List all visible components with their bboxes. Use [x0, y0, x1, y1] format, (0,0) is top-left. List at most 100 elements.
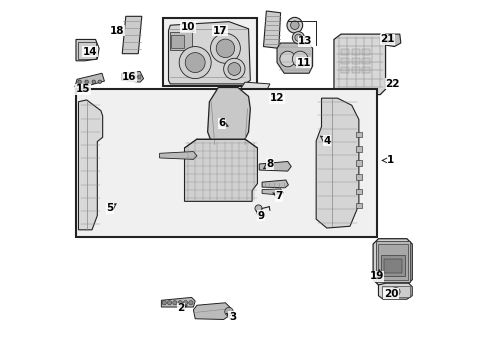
Bar: [363, 67, 370, 73]
Text: 12: 12: [270, 93, 284, 103]
Bar: [376, 241, 410, 282]
Circle shape: [85, 80, 88, 84]
Text: 9: 9: [257, 211, 265, 221]
Circle shape: [255, 205, 262, 212]
Bar: [352, 58, 360, 64]
Circle shape: [92, 80, 96, 84]
Bar: [356, 132, 363, 137]
Text: 17: 17: [213, 26, 227, 36]
Bar: [356, 160, 363, 166]
Circle shape: [291, 21, 299, 30]
Polygon shape: [122, 16, 142, 54]
Bar: [363, 58, 370, 64]
Text: 7: 7: [275, 191, 283, 201]
Circle shape: [223, 58, 245, 80]
Polygon shape: [334, 34, 386, 95]
Circle shape: [183, 301, 188, 305]
Circle shape: [287, 17, 303, 33]
Bar: [356, 203, 363, 208]
Polygon shape: [122, 72, 144, 82]
Circle shape: [280, 51, 295, 67]
Bar: [125, 75, 127, 79]
Bar: [171, 32, 192, 50]
Circle shape: [392, 288, 400, 296]
Bar: [352, 67, 360, 73]
Polygon shape: [373, 239, 412, 285]
Polygon shape: [262, 189, 283, 195]
Bar: [341, 49, 349, 55]
Circle shape: [98, 80, 101, 84]
Polygon shape: [262, 180, 289, 188]
Bar: [78, 42, 96, 59]
Bar: [341, 58, 349, 64]
Polygon shape: [277, 43, 313, 73]
Circle shape: [293, 51, 308, 67]
Polygon shape: [378, 283, 412, 299]
Bar: [163, 18, 257, 86]
Bar: [172, 35, 184, 48]
Circle shape: [162, 301, 167, 305]
Bar: [356, 189, 363, 194]
Bar: [129, 75, 132, 79]
Text: 16: 16: [122, 72, 137, 82]
Circle shape: [178, 301, 182, 305]
Circle shape: [228, 63, 241, 75]
Polygon shape: [316, 98, 359, 228]
Polygon shape: [238, 82, 270, 95]
Circle shape: [225, 307, 233, 316]
Circle shape: [394, 289, 398, 294]
Circle shape: [179, 46, 211, 78]
Bar: [352, 49, 360, 55]
Bar: [76, 89, 377, 237]
Text: 15: 15: [76, 84, 90, 94]
Circle shape: [185, 53, 205, 72]
Text: 11: 11: [296, 58, 311, 68]
Polygon shape: [208, 87, 250, 146]
Bar: [363, 49, 370, 55]
Circle shape: [293, 32, 304, 44]
Polygon shape: [194, 303, 231, 319]
Bar: [382, 286, 410, 297]
Text: 13: 13: [298, 36, 313, 46]
Polygon shape: [78, 100, 103, 230]
Circle shape: [189, 301, 193, 305]
Circle shape: [168, 301, 172, 305]
Bar: [134, 75, 136, 79]
Circle shape: [211, 33, 241, 63]
Text: 22: 22: [386, 79, 400, 89]
Bar: [381, 256, 405, 276]
Circle shape: [216, 39, 235, 58]
Text: 20: 20: [384, 289, 398, 299]
Bar: [138, 75, 141, 79]
Polygon shape: [259, 162, 291, 171]
Circle shape: [387, 37, 394, 44]
Text: 10: 10: [181, 22, 196, 32]
Text: 1: 1: [387, 156, 394, 166]
Text: 8: 8: [266, 159, 273, 169]
Polygon shape: [160, 152, 197, 159]
Text: 2: 2: [177, 303, 185, 313]
Circle shape: [78, 80, 81, 84]
Bar: [378, 244, 408, 280]
Circle shape: [173, 301, 177, 305]
Text: 14: 14: [83, 47, 98, 57]
Text: 19: 19: [369, 271, 384, 281]
Bar: [341, 67, 349, 73]
Circle shape: [295, 34, 302, 41]
Text: 5: 5: [106, 203, 113, 213]
Polygon shape: [76, 40, 99, 61]
Polygon shape: [264, 11, 281, 48]
Bar: [356, 174, 363, 180]
Polygon shape: [75, 73, 104, 87]
Polygon shape: [169, 22, 250, 84]
Text: 6: 6: [218, 118, 225, 128]
Polygon shape: [384, 34, 401, 46]
Polygon shape: [185, 139, 257, 201]
Text: 4: 4: [323, 136, 331, 146]
Bar: [356, 146, 363, 152]
Polygon shape: [161, 297, 195, 307]
Text: 3: 3: [229, 312, 236, 322]
Text: 21: 21: [380, 35, 394, 44]
Text: 18: 18: [110, 26, 124, 36]
Bar: [384, 259, 402, 273]
